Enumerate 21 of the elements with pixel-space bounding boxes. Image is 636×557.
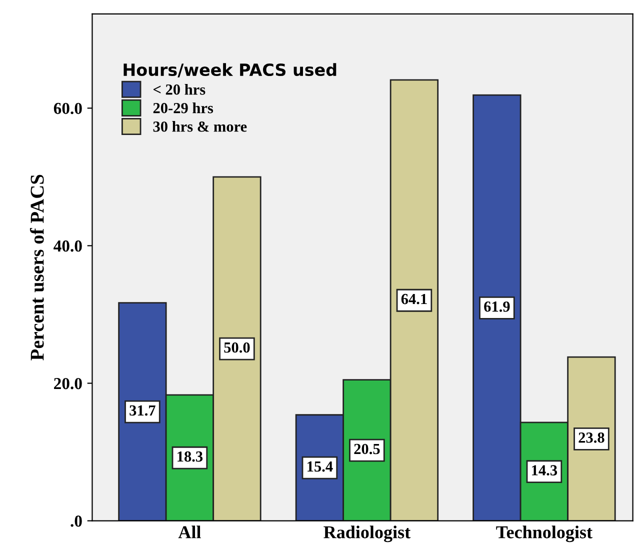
y-tick-label: 20.0 <box>54 378 82 390</box>
data-label: 14.3 <box>532 465 558 476</box>
data-label: 18.3 <box>178 451 203 462</box>
data-label: 64.1 <box>401 294 427 304</box>
y-tick-label: 60.0 <box>54 102 82 114</box>
y-axis-title: Percent users of PACS <box>30 174 44 360</box>
legend-label: 30 hrs & more <box>153 121 247 132</box>
x-tick-label: Technologist <box>496 526 592 542</box>
data-label: 15.4 <box>308 461 333 472</box>
legend-title: Hours/week PACS used <box>124 63 336 78</box>
data-label: 31.7 <box>130 405 156 416</box>
data-label: 50.0 <box>224 342 250 353</box>
data-label: 23.8 <box>578 432 604 443</box>
data-label: 20.5 <box>354 444 380 454</box>
legend-label: < 20 hrs <box>154 84 206 95</box>
data-label: 61.9 <box>484 301 510 312</box>
y-tick-label: .0 <box>70 515 82 527</box>
x-tick-label: Radiologist <box>324 526 411 542</box>
y-tick-label: 40.0 <box>54 240 82 252</box>
legend-label: 20-29 hrs <box>153 102 214 114</box>
x-tick-label: All <box>178 526 201 538</box>
